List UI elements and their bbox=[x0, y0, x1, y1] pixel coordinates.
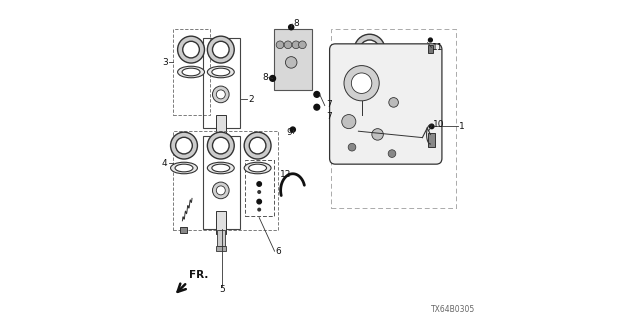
Bar bbox=[217, 134, 225, 150]
Ellipse shape bbox=[182, 68, 200, 76]
Circle shape bbox=[348, 143, 356, 151]
Circle shape bbox=[388, 150, 396, 157]
Text: 9: 9 bbox=[286, 128, 292, 137]
Circle shape bbox=[244, 132, 271, 159]
Bar bbox=[204, 136, 240, 229]
Text: 7: 7 bbox=[326, 112, 332, 121]
Bar bbox=[216, 211, 226, 234]
Circle shape bbox=[270, 76, 275, 81]
Bar bbox=[173, 131, 278, 230]
Circle shape bbox=[342, 115, 356, 129]
Circle shape bbox=[292, 41, 300, 49]
Circle shape bbox=[207, 132, 234, 159]
Circle shape bbox=[285, 57, 297, 68]
Bar bbox=[332, 29, 456, 208]
Circle shape bbox=[289, 25, 294, 30]
Text: TX64B0305: TX64B0305 bbox=[431, 305, 475, 314]
Bar bbox=[428, 45, 433, 53]
Text: 7: 7 bbox=[326, 100, 332, 109]
Circle shape bbox=[212, 137, 229, 154]
Circle shape bbox=[170, 132, 197, 159]
Circle shape bbox=[314, 92, 320, 97]
Ellipse shape bbox=[207, 162, 234, 174]
Circle shape bbox=[429, 124, 434, 129]
Circle shape bbox=[388, 98, 398, 107]
Text: FR.: FR. bbox=[189, 270, 208, 280]
Bar bbox=[216, 246, 226, 251]
Bar bbox=[245, 160, 274, 216]
Text: 2: 2 bbox=[248, 95, 254, 104]
Bar bbox=[173, 29, 210, 115]
Circle shape bbox=[351, 73, 372, 93]
Circle shape bbox=[216, 186, 225, 195]
Circle shape bbox=[314, 104, 320, 110]
Circle shape bbox=[250, 137, 266, 154]
Circle shape bbox=[183, 41, 200, 58]
Ellipse shape bbox=[170, 162, 197, 174]
Circle shape bbox=[175, 137, 192, 154]
Circle shape bbox=[212, 86, 229, 103]
Circle shape bbox=[276, 41, 284, 49]
Text: 8: 8 bbox=[293, 19, 299, 28]
Circle shape bbox=[258, 208, 260, 211]
Circle shape bbox=[429, 38, 433, 42]
Bar bbox=[428, 133, 435, 147]
Circle shape bbox=[344, 66, 380, 101]
Text: 3: 3 bbox=[162, 58, 168, 67]
Circle shape bbox=[216, 90, 225, 99]
Text: 4: 4 bbox=[162, 159, 168, 168]
Ellipse shape bbox=[354, 68, 385, 82]
Text: 1: 1 bbox=[458, 122, 464, 131]
Bar bbox=[216, 115, 226, 138]
Text: 5: 5 bbox=[219, 285, 225, 294]
Bar bbox=[180, 227, 187, 233]
FancyBboxPatch shape bbox=[330, 44, 442, 164]
Ellipse shape bbox=[207, 66, 234, 78]
Circle shape bbox=[207, 36, 234, 63]
Circle shape bbox=[360, 40, 380, 59]
Text: 8: 8 bbox=[262, 73, 268, 82]
Text: 11: 11 bbox=[432, 43, 444, 52]
Circle shape bbox=[284, 41, 292, 49]
Circle shape bbox=[290, 127, 295, 132]
Bar bbox=[217, 230, 225, 246]
Ellipse shape bbox=[244, 162, 271, 174]
Ellipse shape bbox=[359, 71, 380, 80]
Circle shape bbox=[257, 199, 262, 204]
Bar bbox=[216, 150, 226, 155]
Text: 12: 12 bbox=[280, 170, 291, 179]
Circle shape bbox=[178, 36, 205, 63]
Circle shape bbox=[257, 182, 262, 186]
Circle shape bbox=[212, 41, 229, 58]
Ellipse shape bbox=[178, 66, 205, 78]
Ellipse shape bbox=[212, 164, 230, 172]
Circle shape bbox=[372, 129, 383, 140]
Ellipse shape bbox=[175, 164, 193, 172]
Bar bbox=[204, 38, 240, 128]
Ellipse shape bbox=[212, 68, 230, 76]
Circle shape bbox=[355, 34, 385, 65]
Bar bbox=[274, 29, 312, 90]
Ellipse shape bbox=[249, 164, 267, 172]
Circle shape bbox=[258, 191, 260, 193]
Circle shape bbox=[212, 182, 229, 199]
Text: 10: 10 bbox=[433, 120, 444, 129]
Text: 6: 6 bbox=[275, 247, 281, 256]
Circle shape bbox=[298, 41, 306, 49]
